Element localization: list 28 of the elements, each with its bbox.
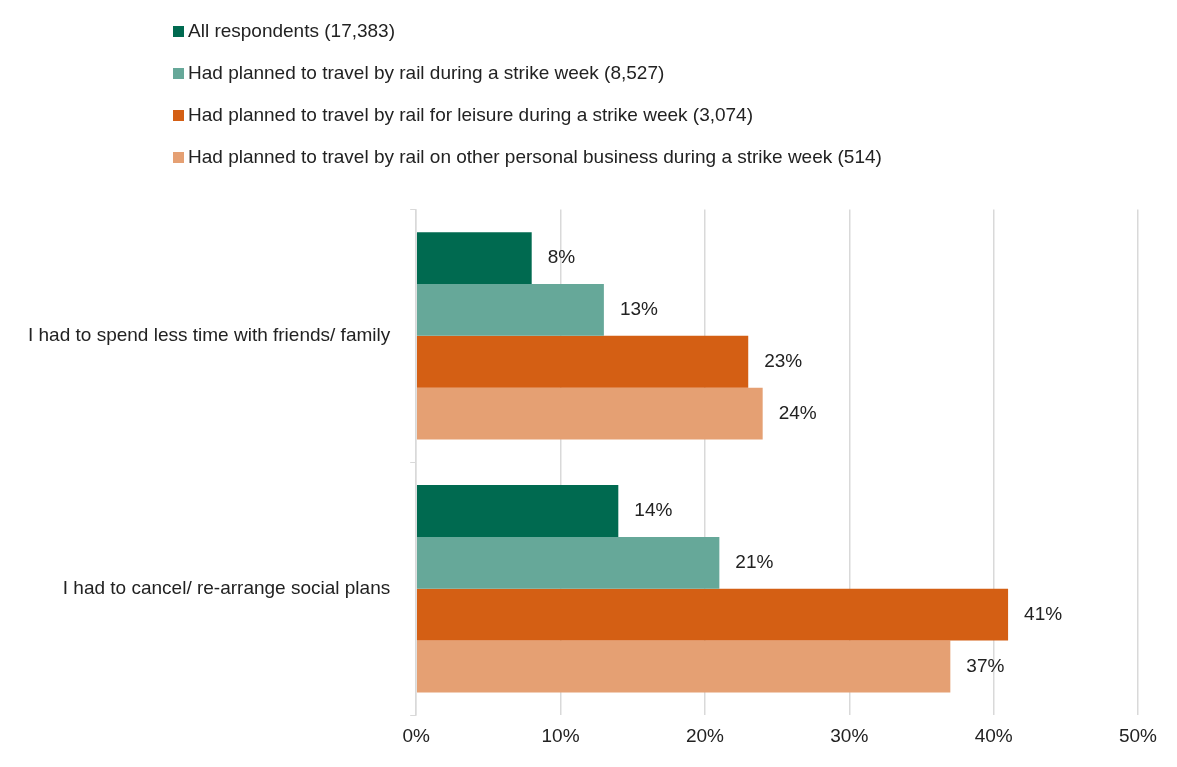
data-label: 13% (619, 298, 659, 320)
x-tick-label: 20% (685, 724, 725, 746)
x-tick-label: 0% (402, 724, 431, 746)
legend-label: All respondents (17,383) (188, 20, 396, 42)
data-label: 37% (966, 654, 1005, 676)
x-tick-label: 30% (830, 724, 869, 746)
y-tick-label: I had to spend less time with friends/ family (28, 324, 391, 346)
data-label: 21% (735, 551, 774, 573)
bar (416, 588, 1009, 641)
data-label: 23% (764, 350, 803, 372)
bar (416, 232, 532, 285)
bar (416, 640, 951, 693)
bar (416, 335, 749, 388)
legend-label: Had planned to travel by rail on other personal business during a strike week (514) (188, 146, 882, 168)
legend-label: Had planned to travel by rail during a strike week (8,527) (188, 62, 665, 84)
legend-label: Had planned to travel by rail for leisure during a strike week (3,074) (188, 104, 754, 126)
data-label: 14% (634, 499, 673, 521)
data-label: 24% (778, 401, 817, 423)
bar (416, 387, 763, 440)
data-label: 8% (547, 246, 576, 268)
x-tick-label: 40% (974, 724, 1013, 746)
bar (416, 284, 604, 336)
y-tick-label: I had to cancel/ re-arrange social plans (62, 576, 391, 598)
data-label: 41% (1024, 602, 1063, 624)
bar (416, 536, 720, 589)
x-tick-label: 10% (541, 724, 580, 746)
x-tick-label: 50% (1118, 724, 1158, 746)
bar (416, 485, 619, 537)
